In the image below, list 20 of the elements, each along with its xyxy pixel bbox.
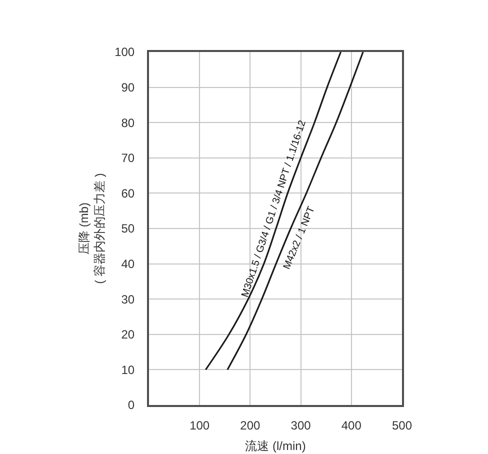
y-tick-label: 70	[121, 151, 135, 166]
line-series	[226, 52, 364, 370]
x-tick-label: 500	[392, 418, 412, 432]
y-tick-label: 20	[121, 328, 135, 342]
y-tick-label: 0	[128, 398, 135, 412]
x-tick-label: 100	[190, 418, 210, 432]
y-tick-label: 30	[121, 292, 135, 306]
y-tick-label: 100	[114, 45, 135, 60]
y-tick-label: 90	[121, 80, 135, 94]
x-tick-label: 300	[290, 418, 312, 432]
y-tick-label: 80	[121, 116, 135, 130]
y-axis-title: 压降 (mb) ( 容器内外的压力差 )	[76, 173, 106, 284]
y-tick-label: 50	[121, 222, 135, 236]
line-series	[204, 52, 342, 370]
y-tick-label: 10	[121, 362, 135, 377]
x-tick-label: 200	[240, 418, 261, 432]
x-tick-label: 400	[341, 418, 362, 432]
x-axis-title: 流速 (l/min)	[245, 438, 306, 453]
y-tick-label: 60	[121, 186, 135, 200]
y-tick-label: 40	[121, 257, 135, 271]
